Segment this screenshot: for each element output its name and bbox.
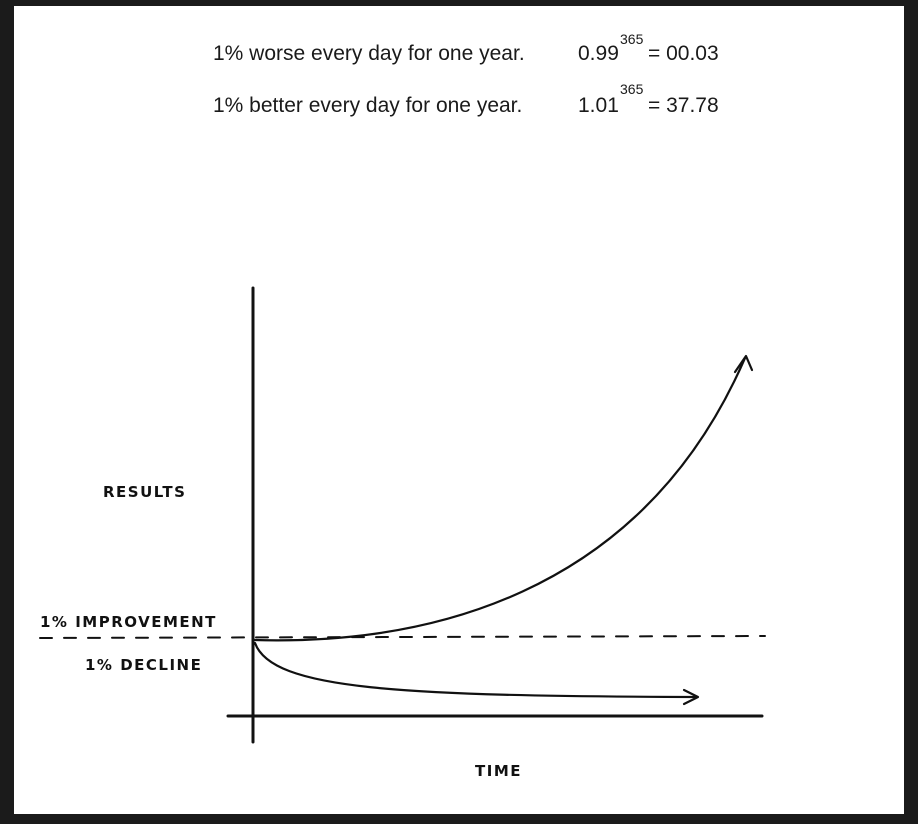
y-axis-label: RESULTS <box>103 483 186 501</box>
equation-base: 0.99 <box>578 42 619 65</box>
arrow-head <box>733 354 754 374</box>
equation-text: 1% worse every day for one year. <box>213 42 525 65</box>
equation-text: 1% better every day for one year. <box>213 94 522 117</box>
equation-result: = 37.78 <box>648 94 719 117</box>
improvement-curve <box>251 356 747 642</box>
decline-curve <box>253 641 699 699</box>
canvas <box>14 6 904 814</box>
x-axis-label: TIME <box>475 762 522 780</box>
arrow-head <box>682 688 700 706</box>
improvement-label: 1% IMPROVEMENT <box>40 613 217 631</box>
baseline-dashed <box>39 635 766 639</box>
equation-base: 1.01 <box>578 94 619 117</box>
equation-exponent: 365 <box>620 31 644 47</box>
equation-exponent: 365 <box>620 81 644 97</box>
decline-label: 1% DECLINE <box>85 656 202 674</box>
equation-result: = 00.03 <box>648 42 719 65</box>
